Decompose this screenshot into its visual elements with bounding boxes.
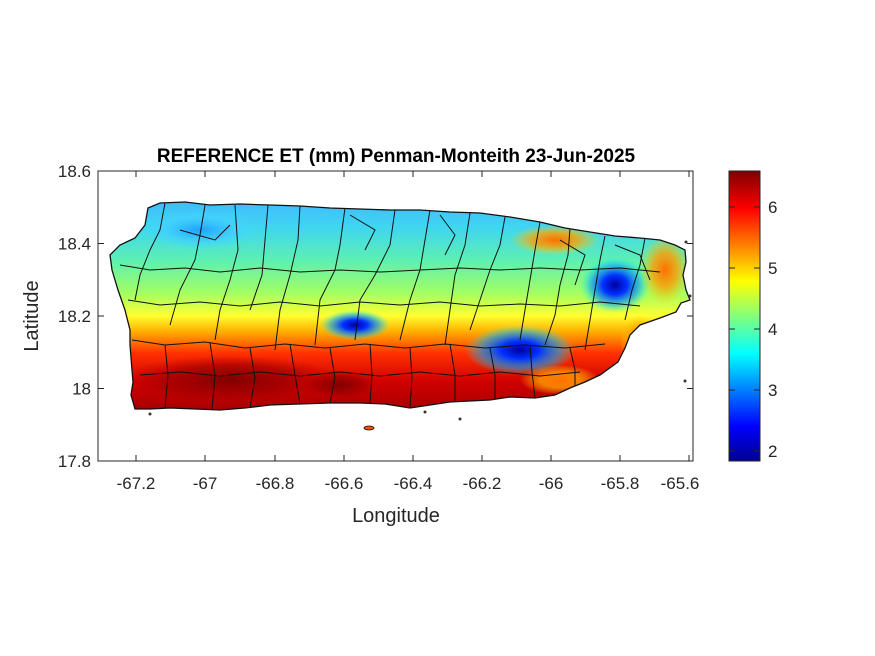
y-axis-label: Latitude	[21, 280, 43, 351]
figure-title: REFERENCE ET (mm) Penman-Monteith 23-Jun…	[157, 146, 636, 167]
colorbar-tick-label: 6	[768, 198, 777, 217]
caja-de-muertos-islet	[363, 425, 375, 431]
puerto-rico-et-field	[110, 202, 690, 410]
y-tick-label: 17.8	[58, 452, 91, 471]
x-tick-label: -67	[193, 474, 218, 493]
x-tick-label: -67.2	[117, 474, 156, 493]
x-tick-label: -65.6	[661, 474, 700, 493]
x-tick-label: -66.4	[394, 474, 433, 493]
y-axis: 18.6 18.4 18.2 18 17.8	[58, 162, 693, 471]
island-outline	[109, 201, 691, 411]
x-tick-label: -66	[539, 474, 564, 493]
colorbar-tick-label: 5	[768, 259, 777, 278]
municipal-boundaries	[119, 202, 661, 410]
x-tick-label: -65.8	[601, 474, 640, 493]
x-tick-label: -66.6	[325, 474, 364, 493]
y-tick-label: 18.4	[58, 235, 91, 254]
x-axis: -67.2 -67 -66.8 -66.6 -66.4 -66.2 -66 -6…	[117, 171, 700, 493]
colorbar-tick-label: 2	[768, 442, 777, 461]
colorbar-bar	[728, 170, 761, 462]
x-axis-label: Longitude	[352, 505, 440, 527]
y-tick-label: 18.2	[58, 307, 91, 326]
y-tick-label: 18	[72, 380, 91, 399]
islet-south-1	[423, 410, 427, 414]
colorbar: 6 5 4 3 2	[728, 170, 777, 462]
islet-west	[148, 412, 152, 416]
x-tick-label: -66.8	[256, 474, 295, 493]
islet-east-2	[688, 294, 692, 298]
x-tick-label: -66.2	[463, 474, 502, 493]
y-tick-label: 18.6	[58, 162, 91, 181]
colorbar-tick-label: 3	[768, 381, 777, 400]
islet-east-1	[684, 240, 688, 244]
islet-east-3	[683, 379, 687, 383]
colorbar-tick-label: 4	[768, 320, 777, 339]
islet-south-2	[458, 417, 462, 421]
